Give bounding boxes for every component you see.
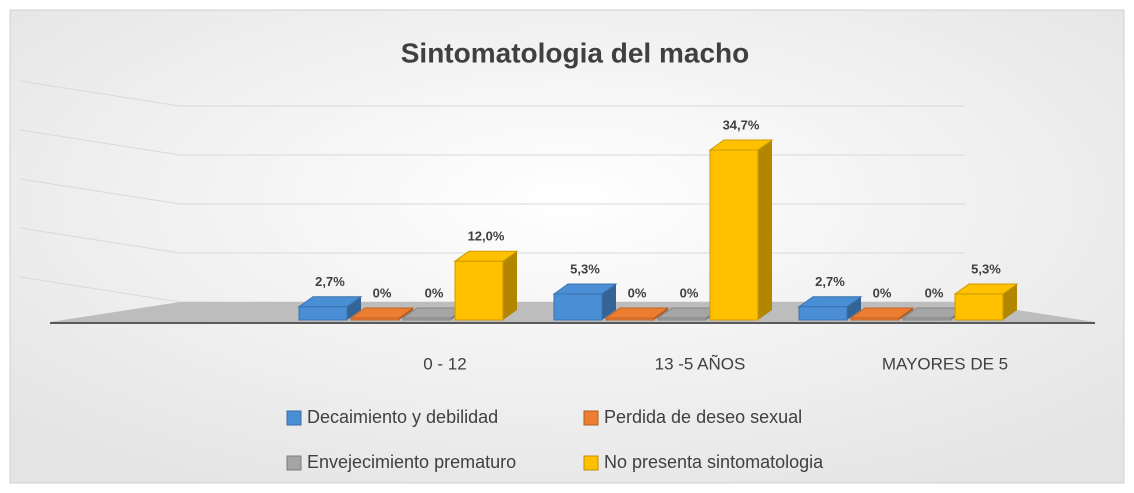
- legend-label: Perdida de deseo sexual: [604, 407, 802, 427]
- legend-swatch: [286, 455, 302, 471]
- bar: [850, 317, 900, 321]
- legend-label: Decaimiento y debilidad: [307, 407, 498, 427]
- data-label: 34,7%: [723, 117, 760, 132]
- bar-side: [1003, 284, 1017, 320]
- bar-side: [602, 284, 616, 320]
- bar: [553, 293, 603, 321]
- bar: [454, 260, 504, 321]
- data-label: 0%: [373, 285, 392, 300]
- data-label: 0%: [425, 285, 444, 300]
- grid-line: [19, 80, 965, 107]
- bar: [954, 293, 1004, 321]
- data-label: 0%: [873, 285, 892, 300]
- legend-label: No presenta sintomatologia: [604, 452, 824, 472]
- bar-side: [503, 251, 517, 320]
- grid-line: [19, 178, 965, 205]
- bar: [402, 317, 452, 321]
- data-label: 0%: [925, 285, 944, 300]
- data-label: 5,3%: [570, 261, 600, 276]
- bar: [657, 317, 707, 321]
- grid-line: [19, 227, 965, 254]
- legend-label: Envejecimiento prematuro: [307, 452, 516, 472]
- bar: [709, 149, 759, 321]
- bar: [350, 317, 400, 321]
- bar-side: [347, 296, 361, 320]
- grid-line: [19, 129, 965, 156]
- legend-swatch: [583, 455, 599, 471]
- data-label: 2,7%: [315, 274, 345, 289]
- legend-swatch: [286, 410, 302, 426]
- bar: [298, 306, 348, 321]
- bar-side: [847, 296, 861, 320]
- data-label: 0%: [628, 285, 647, 300]
- data-label: 0%: [680, 285, 699, 300]
- x-tick-label: MAYORES DE 5: [882, 354, 1008, 373]
- data-label: 2,7%: [815, 274, 845, 289]
- data-label: 12,0%: [468, 229, 505, 244]
- x-tick-label: 0 - 12: [423, 354, 466, 373]
- legend-swatch: [583, 410, 599, 426]
- bar: [902, 317, 952, 321]
- bar: [605, 317, 655, 321]
- x-tick-label: 13 -5 AÑOS: [655, 354, 746, 373]
- data-label: 5,3%: [971, 261, 1001, 276]
- bar-side: [758, 139, 772, 320]
- chart-area: [9, 9, 1125, 484]
- chart-title: Sintomatologia del macho: [401, 37, 749, 68]
- bar: [798, 306, 848, 321]
